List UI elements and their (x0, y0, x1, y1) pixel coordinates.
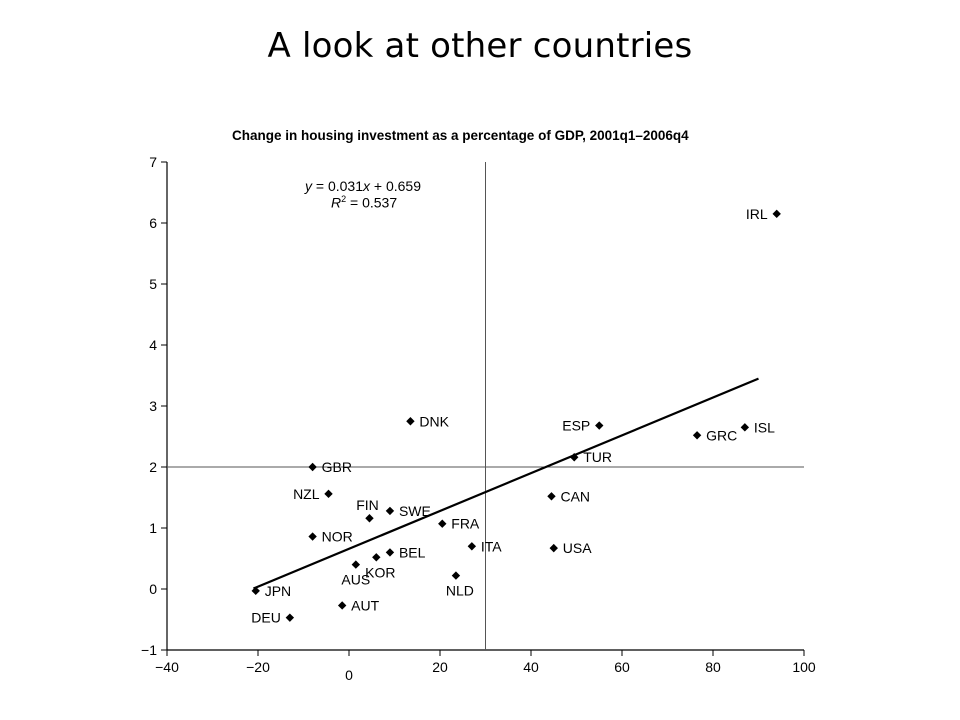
eq-y-symbol: y (305, 178, 312, 194)
point-jpn (251, 586, 260, 596)
eq-x-symbol: x (363, 178, 370, 194)
point-label-grc: GRC (706, 427, 737, 443)
y-tick-label: 0 (149, 581, 157, 597)
x-tick-label: 100 (792, 659, 816, 675)
point-label-fra: FRA (451, 516, 480, 532)
point-label-fin: FIN (356, 497, 379, 513)
x-tick-label: 60 (614, 659, 630, 675)
y-tick-label: 5 (149, 276, 157, 292)
point-fin (365, 514, 374, 523)
point-deu (285, 613, 295, 622)
chart-title: Change in housing investment as a percen… (232, 128, 689, 143)
y-tick-label: 1 (149, 520, 157, 536)
point-label-can: CAN (560, 488, 590, 504)
r-squared-label: R2 = 0.537 (331, 194, 397, 211)
y-tick-label: 7 (149, 154, 157, 170)
point-label-dnk: DNK (419, 413, 449, 429)
point-ita (467, 542, 477, 551)
regression-line (253, 377, 759, 590)
regression-line-layer (253, 377, 759, 590)
point-label-swe: SWE (399, 503, 431, 519)
x-tick-label: 80 (705, 659, 721, 675)
y-tick-label: 6 (149, 215, 157, 231)
point-nzl (324, 489, 333, 499)
point-label-kor: KOR (365, 564, 395, 580)
point-label-nor: NOR (322, 529, 353, 545)
point-label-jpn: JPN (265, 583, 291, 599)
point-label-deu: DEU (251, 610, 281, 626)
point-aut (337, 601, 347, 610)
point-irl (772, 209, 781, 219)
r2-superscript: 2 (341, 194, 347, 204)
r2-symbol: R (331, 194, 342, 211)
point-swe (385, 506, 395, 516)
point-tur (570, 453, 579, 462)
point-kor (372, 553, 381, 562)
point-label-esp: ESP (562, 418, 590, 434)
point-gbr (308, 462, 317, 472)
y-tick-label: −1 (141, 642, 157, 658)
point-label-usa: USA (563, 540, 592, 556)
x-tick-label: 20 (432, 659, 448, 675)
eq-slope-text: = 0.031 (312, 178, 363, 194)
point-label-bel: BEL (399, 544, 426, 560)
point-label-nld: NLD (446, 583, 474, 599)
reference-lines (167, 162, 804, 650)
point-fra (438, 519, 447, 528)
point-label-irl: IRL (746, 206, 768, 222)
axes-layer: −1 0 1 2 3 4 5 6 7 −40 −20 0 20 40 60 80 100 (141, 154, 816, 683)
point-label-aut: AUT (351, 597, 379, 613)
points-layer (251, 209, 781, 622)
y-tick-label: 3 (149, 398, 157, 414)
point-aus (351, 560, 361, 569)
point-label-nzl: NZL (293, 486, 320, 502)
point-isl (740, 423, 750, 432)
point-nld (451, 571, 461, 580)
point-esp (595, 421, 604, 430)
regression-equation: y = 0.031x + 0.659 (305, 178, 421, 194)
y-tick-label: 4 (149, 337, 157, 353)
point-label-gbr: GBR (322, 459, 352, 475)
eq-intercept-text: + 0.659 (370, 178, 421, 194)
x-tick-label: 40 (523, 659, 539, 675)
point-grc (692, 431, 702, 440)
x-tick-label: −20 (246, 659, 270, 675)
point-usa (549, 543, 558, 553)
x-tick-label: −40 (155, 659, 179, 675)
x-tick-label: 0 (345, 667, 353, 683)
point-label-ita: ITA (481, 538, 502, 554)
point-can (547, 492, 556, 501)
point-dnk (406, 417, 415, 426)
point-label-aus: AUS (341, 572, 370, 588)
point-nor (308, 532, 317, 541)
point-label-tur: TUR (583, 449, 612, 465)
point-label-isl: ISL (754, 419, 775, 435)
point-bel (385, 548, 395, 557)
slide-title: A look at other countries (267, 26, 693, 66)
y-tick-label: 2 (149, 459, 157, 475)
r2-value: = 0.537 (346, 194, 398, 211)
